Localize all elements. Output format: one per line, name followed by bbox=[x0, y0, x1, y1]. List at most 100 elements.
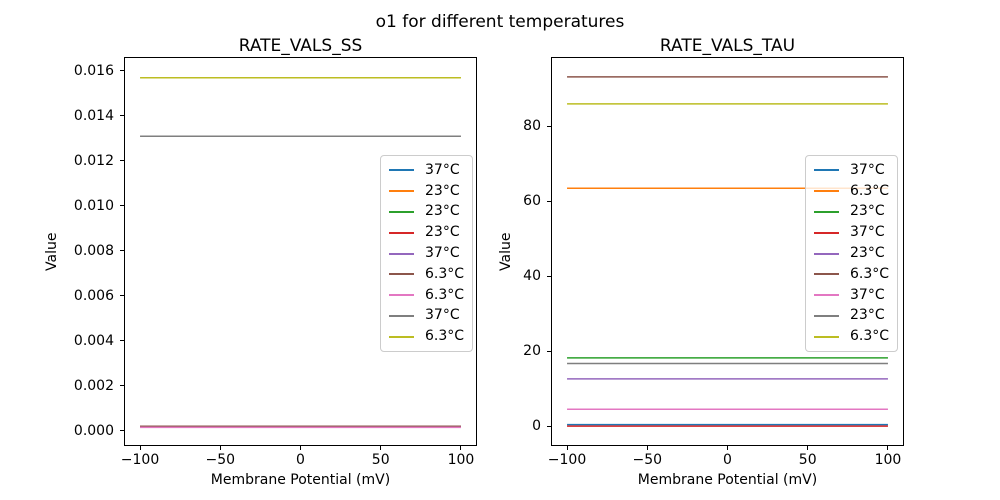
legend-line-swatch bbox=[814, 335, 839, 338]
legend-line-swatch bbox=[814, 169, 839, 172]
x-axis-label-ss: Membrane Potential (mV) bbox=[210, 472, 391, 488]
y-tick-label: 20 bbox=[523, 343, 541, 360]
x-tick-label: 50 bbox=[371, 452, 390, 468]
legend-line-swatch bbox=[389, 335, 414, 338]
legend-line-swatch bbox=[814, 314, 839, 317]
y-tick-mark bbox=[547, 350, 551, 352]
x-tick-mark bbox=[219, 446, 221, 450]
legend-label: 37°C bbox=[850, 161, 885, 178]
legend-line-swatch bbox=[814, 273, 839, 276]
y-axis-label-tau: Value bbox=[498, 232, 514, 271]
y-tick-mark bbox=[120, 70, 124, 72]
legend-line-swatch bbox=[814, 252, 839, 255]
x-tick-label: 50 bbox=[798, 452, 817, 468]
y-tick-mark bbox=[120, 205, 124, 207]
y-tick-mark bbox=[547, 125, 551, 127]
plot-lines bbox=[567, 76, 888, 427]
legend-label: 6.3°C bbox=[850, 265, 890, 282]
y-tick-label: 0.016 bbox=[73, 62, 114, 79]
y-tick-mark bbox=[120, 385, 124, 387]
y-tick-label: 60 bbox=[523, 193, 541, 210]
legend-entry: 6.3°C bbox=[389, 285, 464, 306]
x-tick-label: 0 bbox=[723, 452, 732, 468]
legend-line-swatch bbox=[389, 190, 414, 193]
y-tick-label: 0.000 bbox=[73, 422, 114, 439]
legend-label: 6.3°C bbox=[425, 328, 465, 345]
legend-line-swatch bbox=[389, 273, 414, 276]
legend-line-swatch bbox=[389, 294, 414, 297]
y-tick-label: 0.002 bbox=[73, 377, 114, 394]
x-tick-label: 100 bbox=[874, 452, 902, 468]
y-tick-label: 0.012 bbox=[73, 152, 114, 169]
legend-label: 37°C bbox=[850, 286, 885, 303]
legend-line-swatch bbox=[389, 169, 414, 172]
legend-line-swatch bbox=[389, 252, 414, 255]
legend-label: 37°C bbox=[850, 224, 885, 241]
y-tick-label: 80 bbox=[523, 118, 541, 135]
legend-entry: 37°C bbox=[389, 243, 464, 264]
subplot-title-ss: RATE_VALS_SS bbox=[238, 36, 363, 56]
x-tick-mark bbox=[807, 446, 809, 450]
y-tick-mark bbox=[547, 425, 551, 427]
legend-line-swatch bbox=[814, 190, 839, 193]
x-tick-mark bbox=[300, 446, 301, 450]
legend-entry: 37°C bbox=[814, 222, 889, 243]
legend-line-swatch bbox=[814, 231, 839, 234]
legend-label: 37°C bbox=[425, 307, 460, 324]
legend-entry: 23°C bbox=[814, 202, 889, 223]
x-tick-label: 0 bbox=[296, 452, 305, 468]
x-tick-mark bbox=[727, 446, 728, 450]
y-tick-mark bbox=[120, 115, 124, 117]
plot-lines bbox=[140, 76, 461, 429]
legend-box: 37°C 6.3°C 23°C 37°C 23°C 6.3°C 37°C 23°C 6.3°C bbox=[805, 155, 898, 353]
legend-entry: 6.3°C bbox=[389, 326, 464, 347]
legend-label: 23°C bbox=[425, 182, 460, 199]
y-tick-label: 0.008 bbox=[73, 242, 114, 259]
x-tick-mark bbox=[646, 446, 648, 450]
legend-label: 23°C bbox=[425, 203, 460, 220]
y-tick-label: 0.004 bbox=[73, 332, 114, 349]
legend-line-swatch bbox=[389, 231, 414, 234]
legend-entry: 23°C bbox=[389, 181, 464, 202]
legend-entry: 37°C bbox=[389, 306, 464, 327]
y-tick-mark bbox=[120, 430, 124, 432]
y-tick-label: 0 bbox=[532, 418, 541, 435]
x-tick-label: −100 bbox=[547, 452, 587, 468]
legend-entry: 6.3°C bbox=[389, 264, 464, 285]
legend-entry: 6.3°C bbox=[814, 181, 889, 202]
y-tick-mark bbox=[547, 200, 551, 202]
y-tick-mark bbox=[547, 275, 551, 277]
y-tick-label: 0.006 bbox=[73, 287, 114, 304]
x-tick-label: −50 bbox=[632, 452, 663, 468]
x-tick-mark bbox=[380, 446, 382, 450]
y-tick-mark bbox=[120, 340, 124, 342]
x-tick-mark bbox=[460, 446, 462, 450]
legend-line-swatch bbox=[389, 314, 414, 317]
legend-entry: 6.3°C bbox=[814, 326, 889, 347]
x-tick-label: −100 bbox=[120, 452, 160, 468]
y-tick-mark bbox=[120, 160, 124, 162]
legend-line-swatch bbox=[814, 210, 839, 213]
x-axis-label-tau: Membrane Potential (mV) bbox=[637, 472, 818, 488]
x-tick-label: −50 bbox=[205, 452, 236, 468]
y-tick-mark bbox=[120, 250, 124, 252]
x-tick-mark bbox=[887, 446, 889, 450]
legend-label: 6.3°C bbox=[425, 265, 465, 282]
x-tick-label: 100 bbox=[447, 452, 475, 468]
legend-line-swatch bbox=[814, 294, 839, 297]
y-tick-label: 0.010 bbox=[73, 197, 114, 214]
y-tick-mark bbox=[120, 295, 124, 297]
y-tick-label: 40 bbox=[523, 268, 541, 285]
figure-title: o1 for different temperatures bbox=[375, 12, 625, 32]
x-tick-mark bbox=[139, 446, 141, 450]
legend-entry: 23°C bbox=[389, 222, 464, 243]
legend-entry: 37°C bbox=[814, 160, 889, 181]
x-tick-mark bbox=[566, 446, 568, 450]
legend-box: 37°C 23°C 23°C 23°C 37°C 6.3°C 6.3°C 37°C 6.3°C bbox=[380, 155, 473, 353]
legend-label: 37°C bbox=[425, 245, 460, 262]
legend-label: 23°C bbox=[850, 307, 885, 324]
legend-entry: 23°C bbox=[814, 243, 889, 264]
legend-label: 6.3°C bbox=[425, 286, 465, 303]
legend-label: 6.3°C bbox=[850, 328, 890, 345]
legend-label: 23°C bbox=[850, 203, 885, 220]
